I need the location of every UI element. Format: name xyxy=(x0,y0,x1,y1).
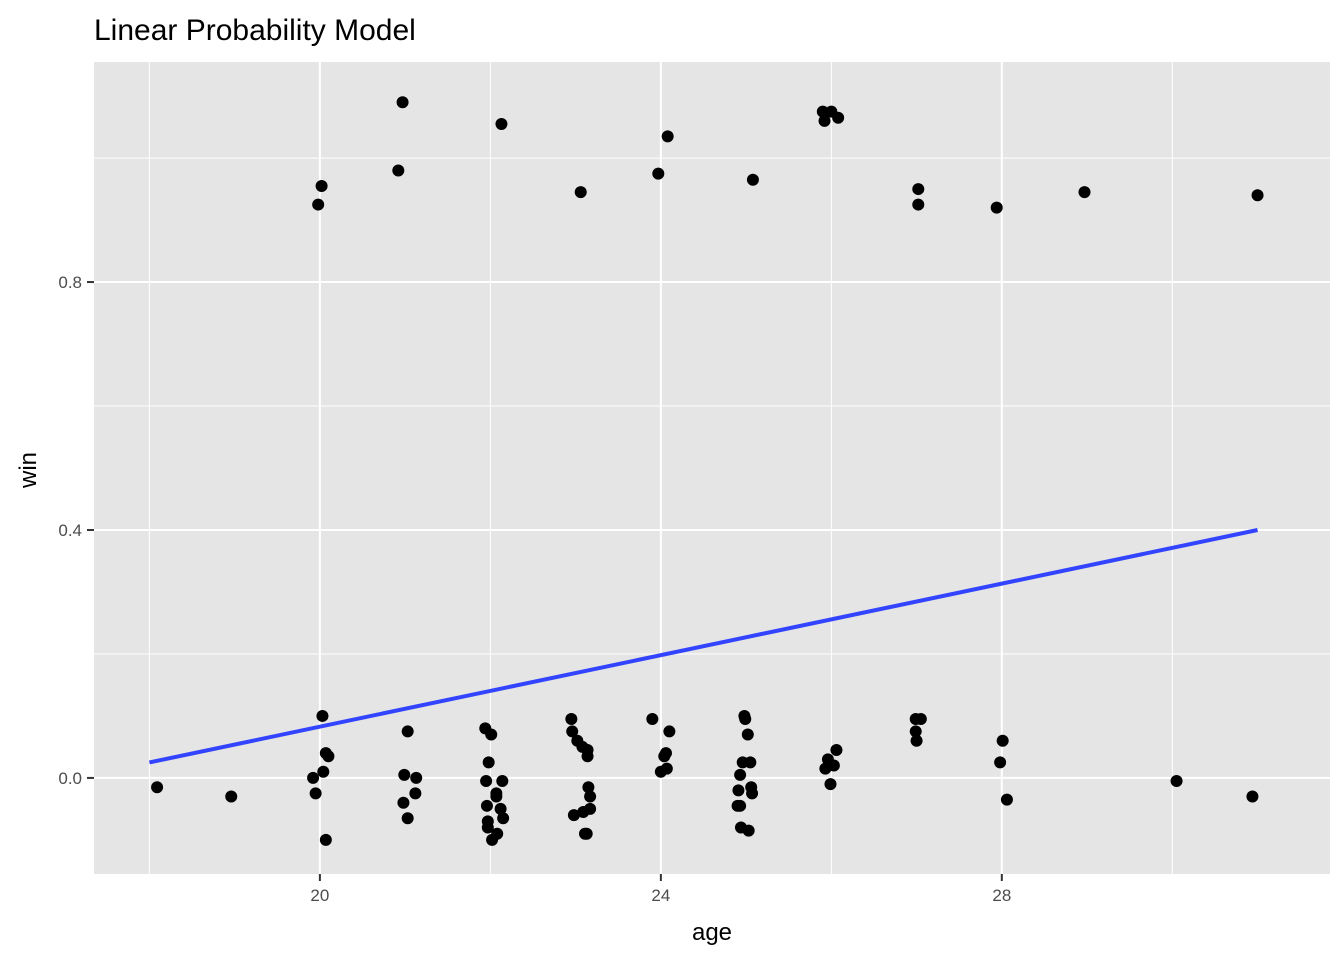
data-point xyxy=(574,186,587,199)
data-point xyxy=(567,809,580,822)
data-point xyxy=(742,824,755,837)
data-point xyxy=(319,833,332,846)
data-point xyxy=(566,725,579,738)
x-tick-label: 20 xyxy=(310,886,329,905)
data-point xyxy=(309,787,322,800)
data-point xyxy=(1251,189,1264,202)
data-point xyxy=(1246,790,1259,803)
y-tick-label: 0.8 xyxy=(58,273,82,292)
data-point xyxy=(409,787,422,800)
chart-title: Linear Probability Model xyxy=(94,14,416,47)
data-point xyxy=(565,713,578,726)
data-point xyxy=(832,111,845,124)
data-point xyxy=(495,117,508,130)
data-point xyxy=(480,799,493,812)
data-point xyxy=(496,775,509,788)
data-point xyxy=(491,827,504,840)
plot-panel xyxy=(94,62,1330,874)
data-point xyxy=(582,781,595,794)
x-axis: 20 24 28 xyxy=(310,874,1011,905)
data-point xyxy=(910,734,923,747)
data-point xyxy=(317,765,330,778)
data-point xyxy=(322,750,335,763)
data-point xyxy=(392,164,405,177)
data-point xyxy=(744,756,757,769)
data-point xyxy=(581,744,594,757)
data-point xyxy=(652,167,665,180)
data-point xyxy=(482,756,495,769)
data-point xyxy=(827,759,840,772)
x-tick-label: 24 xyxy=(651,886,670,905)
data-point xyxy=(661,130,674,143)
data-point xyxy=(398,768,411,781)
y-axis-title: win xyxy=(15,452,42,489)
data-point xyxy=(746,787,759,800)
data-point xyxy=(480,775,493,788)
data-point xyxy=(151,781,164,794)
data-point xyxy=(746,173,759,186)
y-tick-label: 0.0 xyxy=(58,769,82,788)
data-point xyxy=(830,744,843,757)
data-point xyxy=(315,179,328,192)
data-point xyxy=(497,812,510,825)
data-point xyxy=(1078,186,1091,199)
data-point xyxy=(316,709,329,722)
data-point xyxy=(734,768,747,781)
data-point xyxy=(1170,775,1183,788)
y-tick-label: 0.4 xyxy=(58,521,82,540)
data-point xyxy=(912,198,925,211)
data-point xyxy=(225,790,238,803)
data-point xyxy=(659,747,672,760)
data-point xyxy=(646,713,659,726)
data-point xyxy=(660,762,673,775)
data-point xyxy=(741,728,754,741)
grid-minor xyxy=(94,62,1330,874)
data-point xyxy=(307,771,320,784)
data-point xyxy=(909,725,922,738)
data-point xyxy=(410,771,423,784)
data-point xyxy=(912,183,925,196)
data-point xyxy=(996,734,1009,747)
data-point xyxy=(914,713,927,726)
data-point xyxy=(732,784,745,797)
data-point xyxy=(990,201,1003,214)
data-point xyxy=(401,725,414,738)
data-point xyxy=(663,725,676,738)
data-point xyxy=(734,799,747,812)
data-point xyxy=(580,827,593,840)
x-axis-title: age xyxy=(692,919,732,946)
data-point xyxy=(494,802,507,815)
data-point xyxy=(481,815,494,828)
data-point xyxy=(739,713,752,726)
fit-line-layer xyxy=(148,528,1258,765)
data-point xyxy=(584,790,597,803)
data-point xyxy=(401,812,414,825)
data-point xyxy=(818,114,831,127)
data-point xyxy=(396,96,409,109)
data-point xyxy=(816,105,829,118)
data-point xyxy=(584,802,597,815)
data-point xyxy=(485,728,498,741)
data-point xyxy=(1000,793,1013,806)
points-layer xyxy=(151,96,1264,846)
data-point xyxy=(312,198,325,211)
fit-line xyxy=(148,528,1258,765)
data-point xyxy=(994,756,1007,769)
y-axis: 0.0 0.4 0.8 xyxy=(58,273,94,788)
x-tick-label: 28 xyxy=(992,886,1011,905)
data-point xyxy=(490,790,503,803)
data-point xyxy=(824,778,837,791)
data-point xyxy=(397,796,410,809)
